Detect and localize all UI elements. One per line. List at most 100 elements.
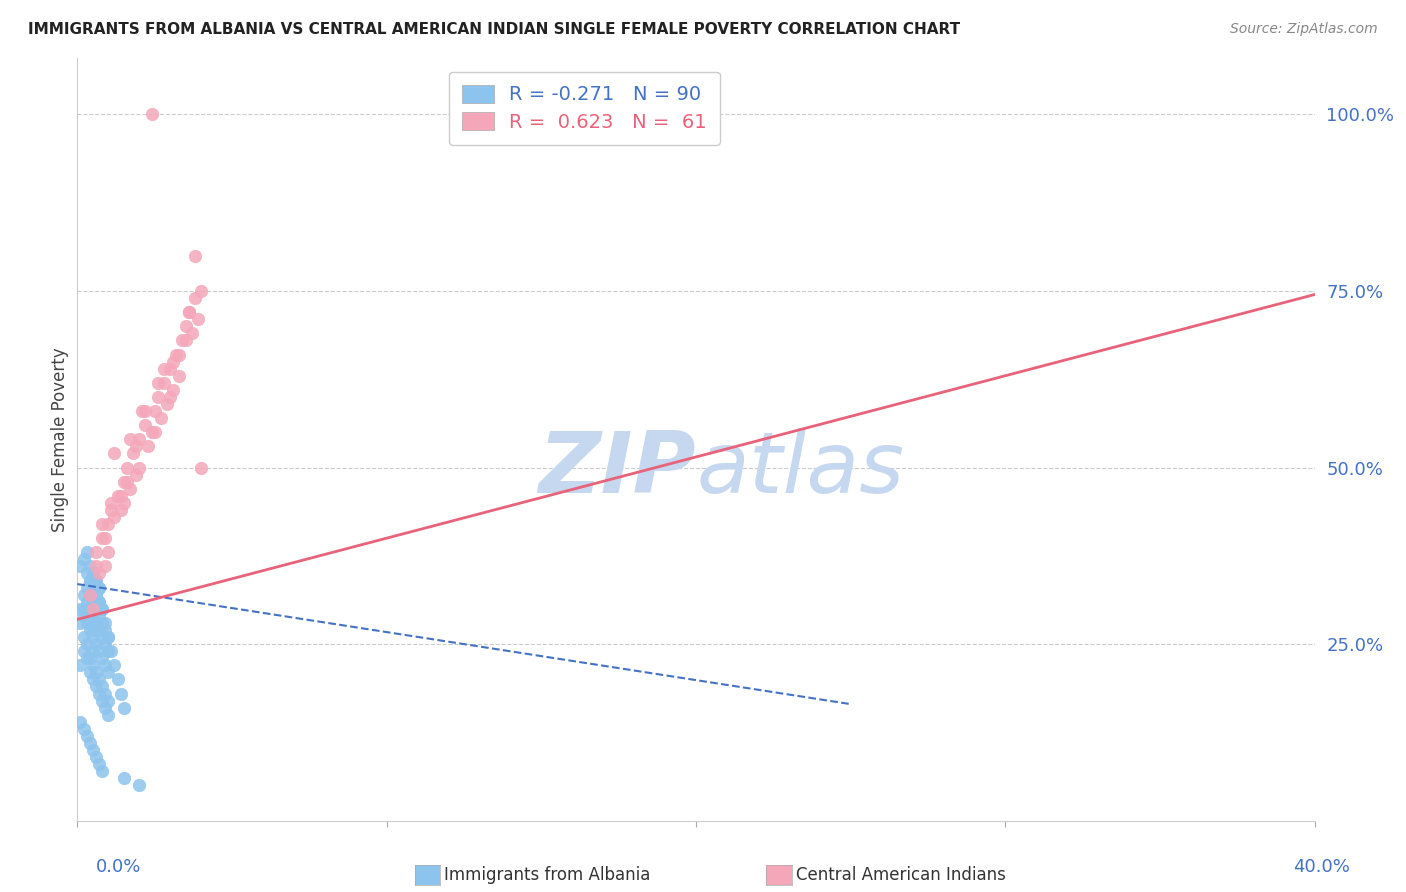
Point: [112, 475, 135, 489]
Point: [103, 446, 125, 460]
Point: [94, 687, 117, 701]
Point: [159, 390, 181, 404]
Point: [76, 637, 98, 651]
Point: [146, 390, 169, 404]
Point: [82, 623, 104, 637]
Point: [79, 588, 101, 602]
Point: [84, 750, 107, 764]
Point: [91, 517, 114, 532]
Point: [69, 602, 91, 616]
Point: [94, 700, 117, 714]
Point: [82, 644, 104, 658]
Point: [128, 460, 150, 475]
Point: [94, 637, 117, 651]
Point: [174, 334, 197, 348]
Point: [82, 673, 104, 687]
Text: atlas: atlas: [696, 428, 904, 511]
Point: [153, 361, 176, 376]
Point: [97, 644, 120, 658]
Point: [82, 658, 104, 673]
Point: [97, 545, 120, 559]
Point: [169, 348, 191, 362]
Point: [177, 305, 200, 319]
Point: [84, 545, 107, 559]
Point: [159, 361, 181, 376]
Point: [72, 588, 94, 602]
Point: [72, 608, 94, 623]
Point: [79, 615, 101, 630]
Point: [110, 503, 132, 517]
Point: [107, 673, 129, 687]
Point: [91, 764, 114, 779]
Point: [76, 608, 98, 623]
Point: [87, 581, 110, 595]
Point: [97, 517, 120, 532]
Point: [131, 404, 153, 418]
Point: [82, 630, 104, 644]
Point: [84, 665, 107, 680]
Text: ZIP: ZIP: [538, 428, 696, 511]
Text: IMMIGRANTS FROM ALBANIA VS CENTRAL AMERICAN INDIAN SINGLE FEMALE POVERTY CORRELA: IMMIGRANTS FROM ALBANIA VS CENTRAL AMERI…: [28, 22, 960, 37]
Point: [79, 574, 101, 588]
Point: [79, 588, 101, 602]
Point: [79, 736, 101, 750]
Point: [82, 602, 104, 616]
Point: [118, 433, 141, 447]
Point: [115, 460, 138, 475]
Point: [174, 319, 197, 334]
Point: [72, 630, 94, 644]
Point: [97, 665, 120, 680]
Point: [103, 510, 125, 524]
Point: [84, 602, 107, 616]
Point: [94, 559, 117, 574]
Text: Immigrants from Albania: Immigrants from Albania: [444, 866, 651, 884]
Legend: R = -0.271   N = 90, R =  0.623   N =  61: R = -0.271 N = 90, R = 0.623 N = 61: [449, 71, 720, 145]
Point: [72, 644, 94, 658]
Point: [72, 552, 94, 566]
Y-axis label: Single Female Poverty: Single Female Poverty: [51, 347, 69, 532]
Point: [107, 489, 129, 503]
Point: [87, 595, 110, 609]
Text: 40.0%: 40.0%: [1294, 858, 1350, 876]
Point: [79, 559, 101, 574]
Point: [94, 531, 117, 545]
Point: [94, 623, 117, 637]
Point: [141, 425, 163, 440]
Point: [103, 658, 125, 673]
Point: [87, 644, 110, 658]
Point: [141, 107, 163, 121]
Point: [180, 326, 202, 341]
Point: [112, 496, 135, 510]
Point: [125, 467, 148, 482]
Point: [143, 425, 166, 440]
Point: [87, 595, 110, 609]
Point: [84, 637, 107, 651]
Point: [156, 397, 179, 411]
Point: [100, 503, 122, 517]
Point: [79, 665, 101, 680]
Point: [91, 693, 114, 707]
Point: [91, 602, 114, 616]
Point: [94, 658, 117, 673]
Point: [69, 559, 91, 574]
Point: [128, 778, 150, 792]
Point: [87, 581, 110, 595]
Point: [165, 348, 187, 362]
Point: [122, 446, 145, 460]
Point: [184, 291, 207, 305]
Point: [91, 602, 114, 616]
Point: [118, 482, 141, 496]
Point: [82, 566, 104, 581]
Point: [146, 376, 169, 390]
Point: [112, 700, 135, 714]
Point: [69, 615, 91, 630]
Point: [87, 566, 110, 581]
Point: [82, 581, 104, 595]
Point: [79, 651, 101, 665]
Point: [97, 630, 120, 644]
Point: [76, 566, 98, 581]
Point: [84, 559, 107, 574]
Point: [69, 714, 91, 729]
Point: [84, 588, 107, 602]
Point: [84, 615, 107, 630]
